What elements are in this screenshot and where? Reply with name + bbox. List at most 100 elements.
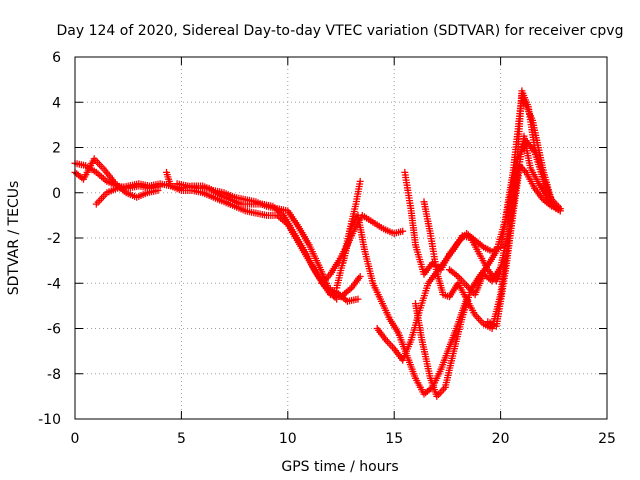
data-point — [251, 203, 253, 205]
data-point — [321, 282, 323, 284]
data-point — [559, 208, 561, 210]
data-point — [261, 203, 263, 205]
data-point — [95, 171, 97, 173]
data-point — [276, 214, 278, 216]
data-point — [483, 323, 485, 325]
data-point — [410, 339, 412, 341]
chart-title: Day 124 of 2020, Sidereal Day-to-day VTE… — [57, 23, 624, 39]
y-tick-label: -10 — [38, 412, 61, 428]
data-point — [523, 135, 525, 137]
data-point — [534, 187, 536, 189]
x-tick-label: 25 — [598, 431, 616, 447]
data-point — [525, 171, 527, 173]
series-trace-12 — [412, 92, 556, 400]
data-point — [282, 214, 285, 216]
data-point — [436, 271, 438, 273]
data-point — [383, 228, 385, 230]
data-point — [491, 280, 493, 282]
data-point — [414, 377, 417, 379]
data-point — [495, 325, 497, 327]
data-point — [170, 185, 172, 187]
data-point — [127, 185, 129, 187]
data-point — [229, 198, 231, 201]
series-trace-5 — [173, 180, 362, 305]
data-point — [359, 275, 361, 278]
data-point — [338, 260, 340, 262]
data-point — [521, 94, 523, 97]
data-point — [410, 210, 412, 212]
data-point — [255, 212, 257, 214]
series-trace-14 — [484, 162, 564, 330]
data-point — [146, 192, 148, 194]
data-point — [423, 273, 425, 275]
data-point — [495, 251, 497, 253]
y-tick-label: -4 — [47, 276, 61, 292]
data-point — [483, 246, 485, 248]
data-point — [244, 210, 246, 212]
data-point — [423, 393, 425, 395]
data-point — [402, 359, 404, 361]
data-point — [361, 214, 363, 216]
data-point — [487, 321, 489, 323]
data-point — [346, 300, 348, 302]
x-tick-label: 15 — [385, 431, 403, 447]
data-point — [436, 395, 438, 397]
data-point — [448, 346, 451, 348]
data-point — [380, 300, 382, 302]
data-point — [466, 232, 468, 235]
data-point — [500, 266, 502, 268]
data-point — [440, 368, 442, 370]
series-trace-13 — [446, 132, 564, 299]
data-point — [474, 239, 476, 241]
data-point — [342, 262, 344, 264]
data-point — [487, 264, 489, 266]
data-point — [448, 296, 451, 298]
data-point — [423, 201, 425, 203]
data-point — [106, 192, 108, 194]
data-point — [542, 198, 544, 201]
data-point — [308, 244, 310, 246]
data-point — [457, 241, 459, 244]
data-point — [372, 221, 374, 223]
data-point — [148, 185, 151, 187]
y-axis-title: SDTVAR / TECUs — [6, 181, 22, 296]
data-point — [512, 210, 515, 212]
data-point — [500, 300, 502, 302]
data-point — [512, 169, 515, 171]
data-point — [393, 232, 395, 235]
data-point — [125, 192, 127, 194]
data-point — [474, 294, 476, 296]
data-point — [402, 230, 404, 232]
data-point — [93, 158, 95, 160]
data-point — [474, 314, 476, 316]
data-point — [219, 194, 221, 196]
data-point — [202, 192, 204, 194]
data-point — [457, 275, 459, 278]
data-point — [421, 339, 423, 341]
data-point — [355, 203, 357, 205]
data-point — [491, 251, 493, 253]
data-point — [504, 221, 506, 223]
data-point — [429, 377, 431, 379]
data-point — [483, 273, 485, 275]
data-point — [157, 189, 159, 192]
data-point — [351, 226, 353, 228]
data-point — [351, 287, 353, 289]
data-point — [427, 282, 429, 284]
data-point — [551, 205, 553, 207]
data-point — [325, 287, 327, 289]
data-point — [529, 167, 532, 169]
data-point — [187, 185, 189, 187]
data-point — [491, 327, 493, 330]
data-point — [293, 232, 295, 235]
x-axis-title: GPS time / hours — [281, 459, 398, 475]
data-point — [448, 253, 451, 255]
data-point — [444, 386, 446, 388]
data-point — [159, 183, 161, 185]
data-point — [223, 201, 225, 203]
tick-labels: 0 5 10 15 20 25 -10 -8 -6 -4 -2 0 2 4 6 — [38, 50, 616, 447]
data-point — [106, 180, 108, 182]
data-point — [355, 226, 357, 228]
data-point — [538, 183, 540, 185]
data-point — [319, 266, 321, 268]
